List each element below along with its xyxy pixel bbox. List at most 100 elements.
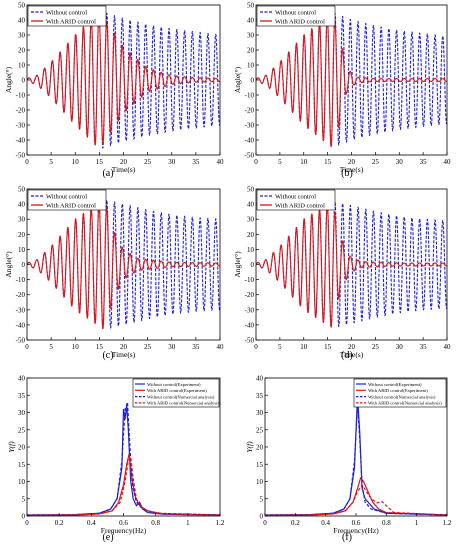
y-tick-label: -50 bbox=[245, 152, 255, 160]
x-tick-label: 10 bbox=[72, 343, 80, 351]
plot-area bbox=[27, 10, 220, 149]
plot-frame bbox=[26, 4, 221, 156]
y-tick-label: 0 bbox=[22, 261, 26, 269]
x-tick-label: 10 bbox=[72, 158, 80, 166]
legend-box bbox=[27, 5, 107, 27]
y-tick-label: 0 bbox=[251, 261, 255, 269]
y-tick-label: -30 bbox=[16, 122, 26, 130]
y-tick-label: 10 bbox=[18, 246, 26, 254]
x-axis-label: Time(s) bbox=[112, 165, 136, 174]
y-tick-label: 40 bbox=[247, 201, 255, 209]
y-tick-label: -50 bbox=[16, 337, 26, 345]
legend-entry-2: With ARID control(Experiment) bbox=[368, 388, 428, 393]
x-tick-label: 5 bbox=[49, 158, 53, 166]
plot-area bbox=[27, 199, 220, 330]
legend-entry-1: Without control(Experiment) bbox=[147, 382, 201, 387]
series-line-4 bbox=[265, 483, 447, 516]
y-tick-label: -50 bbox=[245, 337, 255, 345]
y-tick-label: 15 bbox=[256, 461, 264, 469]
x-axis-label: Time(s) bbox=[112, 350, 136, 359]
legend-entry-3: Without control(Numercial analysis) bbox=[368, 394, 436, 399]
plot-area bbox=[256, 201, 447, 328]
x-axis-label: Frequency(Hz) bbox=[101, 526, 147, 535]
x-tick-label: 1.2 bbox=[216, 519, 225, 527]
x-tick-label: 40 bbox=[217, 158, 225, 166]
y-tick-label: 40 bbox=[247, 17, 255, 25]
series-line-1 bbox=[27, 199, 220, 330]
y-tick-label: 20 bbox=[18, 444, 26, 452]
y-axis-label: Y(f) bbox=[7, 441, 16, 453]
chart-panel-e: 0 0.2 0.4 0.6 0.8 1 1.2 0 5 10 15 20 25 30 35 40 Frequen… bbox=[7, 375, 225, 544]
x-tick-label: 25 bbox=[144, 343, 152, 351]
y-tick-label: 30 bbox=[18, 409, 26, 417]
y-tick-label: 40 bbox=[18, 17, 26, 25]
x-tick-label: 30 bbox=[396, 158, 404, 166]
x-tick-label: 0.2 bbox=[55, 519, 64, 527]
y-axis-label: Angle(°) bbox=[4, 251, 13, 278]
y-tick-label: -30 bbox=[245, 122, 255, 130]
x-tick-label: 10 bbox=[300, 158, 308, 166]
panel-label: (e) bbox=[102, 532, 113, 543]
panel-label: (f) bbox=[342, 532, 352, 543]
y-tick-label: -20 bbox=[16, 107, 26, 115]
x-tick-label: 0 bbox=[254, 343, 258, 351]
y-tick-label: -40 bbox=[16, 321, 26, 329]
legend-entry-4: With ARID control(Numercial analysis) bbox=[368, 401, 442, 406]
y-tick-label: 25 bbox=[18, 426, 26, 434]
x-tick-label: 40 bbox=[444, 343, 452, 351]
series-line-4 bbox=[27, 455, 220, 516]
legend-box bbox=[27, 189, 107, 211]
x-tick-label: 0 bbox=[25, 519, 29, 527]
y-tick-label: 20 bbox=[247, 47, 255, 55]
panel-label: (d) bbox=[341, 350, 353, 361]
legend-entry-1: Without control bbox=[275, 9, 316, 16]
x-tick-label: 5 bbox=[278, 158, 282, 166]
legend-entry-2: With ARID control bbox=[46, 18, 96, 25]
chart-panel-b: 0 5 10 15 20 25 30 35 40 -50 -40 -30 -20 -10 0 10 20 30 40… bbox=[233, 2, 451, 180]
x-tick-label: 1.2 bbox=[443, 519, 452, 527]
series-line-2 bbox=[256, 15, 447, 148]
legend-entry-3: Without control(Numercial analysis) bbox=[147, 394, 215, 399]
x-tick-label: 0.6 bbox=[119, 519, 128, 527]
x-tick-label: 40 bbox=[444, 158, 452, 166]
plot-area bbox=[27, 401, 220, 516]
x-tick-label: 25 bbox=[144, 158, 152, 166]
panel-label: (b) bbox=[341, 168, 353, 179]
x-tick-label: 0.8 bbox=[382, 519, 391, 527]
x-tick-label: 0.8 bbox=[151, 519, 160, 527]
y-tick-label: -10 bbox=[16, 92, 26, 100]
y-tick-label: 50 bbox=[247, 186, 255, 194]
legend-entry-1: Without control bbox=[46, 9, 87, 16]
y-axis-label: Angle(°) bbox=[4, 66, 13, 93]
series-line-2 bbox=[27, 453, 220, 516]
chart-panel-a: 0 5 10 15 20 25 30 35 40 -50 -40 -30 -20 -10 0 10 20 30 40… bbox=[4, 2, 224, 180]
y-tick-label: 30 bbox=[256, 409, 264, 417]
y-tick-label: 0 bbox=[22, 513, 26, 521]
chart-panel-d: 0 5 10 15 20 25 30 35 40 -50 -40 -30 -20 -10 0 10 20 30 40… bbox=[233, 186, 451, 362]
series-line-1 bbox=[265, 395, 447, 516]
x-tick-label: 15 bbox=[96, 343, 104, 351]
y-tick-label: -20 bbox=[16, 291, 26, 299]
x-tick-label: 0.4 bbox=[321, 519, 330, 527]
x-tick-label: 35 bbox=[420, 343, 428, 351]
legend-entry-2: With ARID control bbox=[275, 18, 325, 25]
legend-entry-2: With ARID control(Experiment) bbox=[147, 388, 207, 393]
x-tick-label: 25 bbox=[372, 158, 380, 166]
chart-panel-c: 0 5 10 15 20 25 30 35 40 -50 -40 -30 -20 -10 0 10 20 30 40… bbox=[4, 186, 224, 362]
x-tick-label: 0 bbox=[254, 158, 258, 166]
y-tick-label: 30 bbox=[18, 216, 26, 224]
y-tick-label: 10 bbox=[18, 62, 26, 70]
y-tick-label: 50 bbox=[18, 186, 26, 194]
y-tick-label: 15 bbox=[18, 461, 26, 469]
y-tick-label: 35 bbox=[256, 392, 264, 400]
x-tick-label: 5 bbox=[49, 343, 53, 351]
y-tick-label: -30 bbox=[245, 306, 255, 314]
series-line-1 bbox=[256, 201, 447, 328]
y-tick-label: 40 bbox=[256, 375, 264, 383]
y-tick-label: 40 bbox=[18, 201, 26, 209]
y-tick-label: -50 bbox=[16, 152, 26, 160]
y-axis-label: Angle(°) bbox=[233, 251, 242, 278]
y-tick-label: 10 bbox=[256, 478, 264, 486]
y-tick-label: 10 bbox=[18, 478, 26, 486]
